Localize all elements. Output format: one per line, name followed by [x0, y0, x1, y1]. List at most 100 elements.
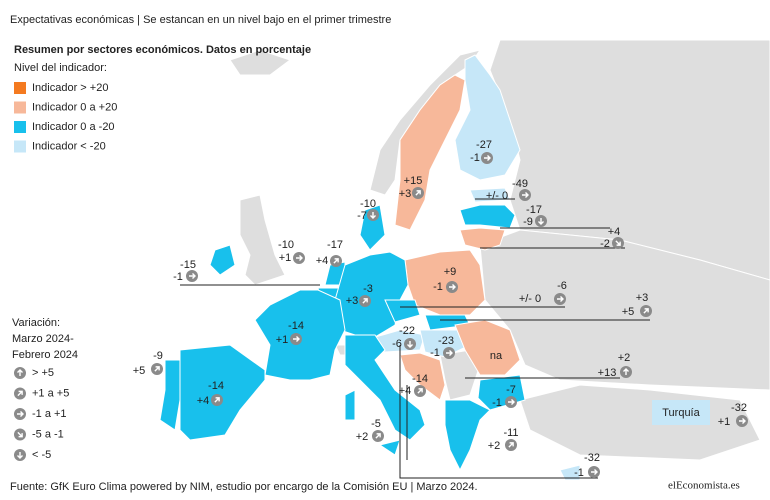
country-level: -17 — [526, 204, 542, 216]
change-arrow — [375, 433, 381, 439]
variation-title: Variación: — [12, 317, 60, 329]
country — [459, 204, 516, 229]
country-change: +/- 0 — [519, 293, 541, 305]
country-change: -1 — [492, 397, 502, 409]
legend-title: Nivel del indicador: — [14, 62, 107, 74]
source: Fuente: GfK Euro Clima powered by NIM, e… — [10, 481, 478, 493]
variation-label: > +5 — [32, 367, 54, 379]
leader-line — [399, 345, 598, 479]
country-change: -9 — [523, 216, 533, 228]
country — [454, 54, 521, 181]
change-arrow — [407, 341, 413, 348]
land — [479, 229, 770, 391]
change-arrow — [17, 411, 24, 417]
country-level: -7 — [506, 384, 516, 396]
variation-label: < -5 — [32, 449, 51, 461]
country-level: -17 — [327, 239, 343, 251]
legend-label: Indicador 0 a -20 — [32, 121, 115, 133]
country-change: -1 — [430, 347, 440, 359]
country — [209, 244, 236, 276]
country — [454, 319, 521, 376]
title: Expectativas económicas | Se estancan en… — [10, 14, 391, 26]
subtitle: Resumen por sectores económicos. Datos e… — [14, 44, 311, 56]
country-change: +13 — [598, 367, 617, 379]
country — [384, 299, 421, 323]
change-arrow — [623, 368, 629, 375]
country-level: -6 — [557, 280, 567, 292]
country-change: -2 — [600, 238, 610, 250]
legend-swatch — [14, 121, 26, 133]
leader-lines — [180, 198, 650, 479]
country-level: -32 — [584, 452, 600, 464]
country-change: -7 — [357, 210, 367, 222]
change-arrow — [449, 284, 456, 290]
map — [159, 39, 770, 481]
country-level: +2 — [618, 352, 631, 364]
turkey-box — [652, 400, 710, 425]
country-change: -1 — [574, 467, 584, 479]
country-change: +3 — [346, 295, 359, 307]
change-arrow — [508, 399, 515, 405]
legend-swatch — [14, 140, 26, 153]
country-change: +2 — [488, 440, 501, 452]
country-change: +4 — [399, 385, 412, 397]
country-level: -49 — [512, 178, 528, 190]
country — [394, 74, 466, 231]
country-level: -9 — [153, 350, 163, 362]
country-level: -10 — [360, 198, 376, 210]
change-arrow — [370, 212, 376, 219]
country-level: -27 — [476, 139, 492, 151]
change-arrow — [293, 336, 300, 342]
change-arrow — [333, 258, 339, 264]
country-change: -1 — [433, 281, 443, 293]
land — [239, 194, 286, 286]
change-arrow — [362, 298, 368, 304]
variation-label: -1 a +1 — [32, 408, 67, 420]
change-arrow — [154, 366, 160, 372]
country-level: -15 — [180, 259, 196, 271]
change-arrow — [296, 255, 303, 261]
na-label: na — [490, 350, 503, 362]
country-level: -3 — [363, 283, 373, 295]
country-change: -1 — [470, 152, 480, 164]
variation-label: +1 a +5 — [32, 387, 69, 399]
change-arrow — [17, 369, 23, 376]
country-level: -23 — [438, 335, 454, 347]
variation-title: Marzo 2024- — [12, 333, 74, 345]
country-level: -10 — [278, 239, 294, 251]
country — [378, 439, 401, 456]
variation-label: -5 a -1 — [32, 428, 64, 440]
country — [179, 344, 266, 441]
country — [399, 352, 446, 401]
country-change: +3 — [399, 188, 412, 200]
country-change: -6 — [392, 338, 402, 350]
country — [344, 389, 356, 421]
country-change: +2 — [356, 431, 369, 443]
change-arrow — [484, 155, 491, 161]
country-level: -22 — [399, 325, 415, 337]
country-change: +4 — [316, 255, 329, 267]
country-level: -14 — [288, 320, 304, 332]
country-level: -5 — [371, 418, 381, 430]
change-arrow — [557, 296, 564, 302]
country-level: +9 — [444, 266, 457, 278]
change-arrow — [615, 240, 621, 246]
legend-label: Indicador > +20 — [32, 82, 108, 94]
legend-label: Indicador < -20 — [32, 140, 106, 152]
country-change: +5 — [622, 306, 635, 318]
change-arrow — [522, 192, 529, 198]
country-change: +5 — [133, 365, 146, 377]
land — [229, 49, 292, 76]
country-change: +1 — [279, 252, 292, 264]
country-change: +1 — [276, 334, 289, 346]
country-change: +1 — [718, 416, 731, 428]
change-arrow — [508, 442, 514, 448]
legend-swatch — [14, 82, 26, 94]
country-level: -11 — [503, 427, 518, 439]
country-change: +4 — [197, 395, 210, 407]
change-arrow — [538, 218, 544, 225]
country-level: +4 — [608, 226, 621, 238]
logo: elEconomista.es — [668, 480, 740, 492]
country-level: -32 — [731, 402, 747, 414]
